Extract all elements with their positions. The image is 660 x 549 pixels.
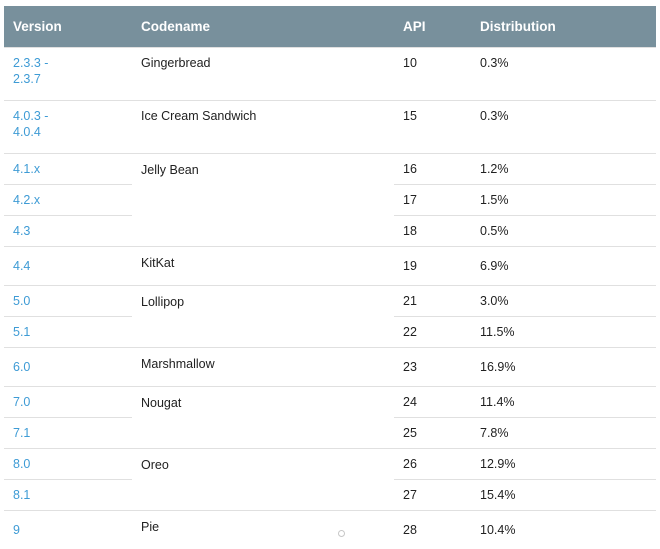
version-link[interactable]: 9: [4, 511, 132, 549]
header-distribution: Distribution: [471, 6, 656, 48]
version-link[interactable]: 4.3: [4, 216, 132, 247]
version-link[interactable]: 8.0: [4, 449, 132, 480]
version-link[interactable]: 7.0: [4, 387, 132, 418]
version-link[interactable]: 6.0: [4, 348, 132, 387]
version-link[interactable]: 2.3.3 - 2.3.7: [4, 48, 132, 101]
header-codename: Codename: [132, 6, 394, 48]
api-cell: 25: [394, 418, 471, 449]
codename-cell: Marshmallow: [132, 348, 394, 387]
api-cell: 16: [394, 154, 471, 185]
table-row: 7.0 Nougat 24 11.4%: [4, 387, 656, 418]
table-row: 9 Pie 28 10.4%: [4, 511, 656, 549]
api-cell: 22: [394, 317, 471, 348]
table-row: 8.0 Oreo 26 12.9%: [4, 449, 656, 480]
table-row: 4.0.3 - 4.0.4 Ice Cream Sandwich 15 0.3%: [4, 101, 656, 154]
codename-cell: Gingerbread: [132, 48, 394, 101]
codename-cell: Oreo: [132, 449, 394, 511]
codename-cell: Lollipop: [132, 286, 394, 348]
codename-cell: KitKat: [132, 247, 394, 286]
version-link[interactable]: 4.2.x: [4, 185, 132, 216]
version-link[interactable]: 8.1: [4, 480, 132, 511]
distribution-cell: 10.4%: [471, 511, 656, 549]
header-api: API: [394, 6, 471, 48]
api-cell: 15: [394, 101, 471, 154]
api-cell: 27: [394, 480, 471, 511]
distribution-cell: 0.5%: [471, 216, 656, 247]
table-row: 2.3.3 - 2.3.7 Gingerbread 10 0.3%: [4, 48, 656, 101]
distribution-cell: 11.4%: [471, 387, 656, 418]
table-row: 6.0 Marshmallow 23 16.9%: [4, 348, 656, 387]
api-cell: 28: [394, 511, 471, 549]
version-link[interactable]: 4.1.x: [4, 154, 132, 185]
version-link[interactable]: 5.1: [4, 317, 132, 348]
table-header-row: Version Codename API Distribution: [4, 6, 656, 48]
distribution-cell: 7.8%: [471, 418, 656, 449]
codename-cell: Pie: [132, 511, 394, 549]
version-link[interactable]: 4.0.3 - 4.0.4: [4, 101, 132, 154]
version-link[interactable]: 7.1: [4, 418, 132, 449]
distribution-cell: 16.9%: [471, 348, 656, 387]
distribution-cell: 6.9%: [471, 247, 656, 286]
pagination-dot[interactable]: [338, 530, 345, 537]
distribution-cell: 11.5%: [471, 317, 656, 348]
distribution-cell: 12.9%: [471, 449, 656, 480]
api-cell: 21: [394, 286, 471, 317]
distribution-cell: 1.5%: [471, 185, 656, 216]
table-row: 5.0 Lollipop 21 3.0%: [4, 286, 656, 317]
api-cell: 26: [394, 449, 471, 480]
table-row: 4.4 KitKat 19 6.9%: [4, 247, 656, 286]
header-version: Version: [4, 6, 132, 48]
api-cell: 17: [394, 185, 471, 216]
api-cell: 24: [394, 387, 471, 418]
codename-cell: Jelly Bean: [132, 154, 394, 247]
distribution-cell: 3.0%: [471, 286, 656, 317]
distribution-cell: 15.4%: [471, 480, 656, 511]
api-cell: 19: [394, 247, 471, 286]
api-cell: 23: [394, 348, 471, 387]
android-distribution-table: Version Codename API Distribution 2.3.3 …: [4, 6, 656, 549]
version-link[interactable]: 4.4: [4, 247, 132, 286]
table-row: 4.1.x Jelly Bean 16 1.2%: [4, 154, 656, 185]
version-link[interactable]: 5.0: [4, 286, 132, 317]
api-cell: 10: [394, 48, 471, 101]
codename-cell: Nougat: [132, 387, 394, 449]
codename-cell: Ice Cream Sandwich: [132, 101, 394, 154]
distribution-cell: 0.3%: [471, 101, 656, 154]
distribution-cell: 1.2%: [471, 154, 656, 185]
distribution-cell: 0.3%: [471, 48, 656, 101]
api-cell: 18: [394, 216, 471, 247]
page: Version Codename API Distribution 2.3.3 …: [0, 0, 660, 538]
